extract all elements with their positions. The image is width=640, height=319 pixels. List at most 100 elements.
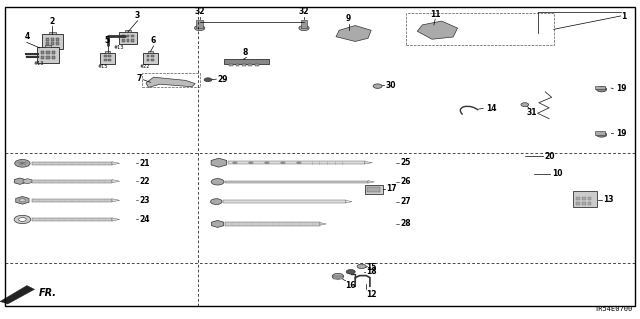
Circle shape — [15, 160, 30, 167]
Polygon shape — [112, 199, 120, 202]
Bar — [143, 53, 157, 63]
Text: 4: 4 — [24, 33, 29, 41]
Text: 10: 10 — [552, 169, 562, 178]
Circle shape — [195, 26, 205, 31]
Text: #22: #22 — [140, 64, 150, 69]
Text: 15: 15 — [366, 263, 376, 272]
Text: #13: #13 — [113, 45, 124, 50]
Circle shape — [596, 132, 607, 137]
Text: 13: 13 — [603, 195, 613, 204]
Bar — [56, 38, 59, 41]
Text: 14: 14 — [486, 104, 497, 113]
Bar — [131, 39, 134, 41]
Circle shape — [211, 199, 222, 204]
Text: 19: 19 — [616, 129, 626, 138]
Text: 29: 29 — [218, 75, 228, 84]
Text: 28: 28 — [400, 219, 411, 228]
Polygon shape — [368, 181, 374, 183]
Bar — [52, 56, 55, 59]
Bar — [119, 32, 137, 44]
Bar — [46, 56, 50, 59]
Bar — [109, 55, 111, 57]
Bar — [41, 51, 44, 54]
Bar — [104, 59, 106, 61]
Text: 2: 2 — [50, 17, 55, 26]
Text: 8: 8 — [243, 48, 248, 57]
Bar — [147, 59, 150, 61]
Bar — [229, 64, 233, 66]
Text: 31: 31 — [526, 108, 536, 117]
Bar — [122, 39, 125, 41]
Bar — [147, 55, 150, 57]
Bar — [100, 53, 115, 63]
Circle shape — [232, 161, 237, 164]
Bar — [224, 59, 269, 64]
Bar — [32, 180, 112, 183]
Text: 25: 25 — [400, 158, 410, 167]
Text: 6: 6 — [151, 36, 156, 45]
Text: #13: #13 — [33, 61, 44, 66]
Bar — [248, 64, 252, 66]
Bar — [573, 191, 597, 207]
Bar — [406, 13, 554, 45]
Bar — [51, 38, 54, 41]
Polygon shape — [0, 286, 35, 304]
Circle shape — [19, 218, 26, 221]
Text: 26: 26 — [400, 177, 410, 186]
Bar — [576, 197, 580, 200]
Bar — [255, 64, 259, 66]
Bar — [42, 34, 63, 48]
Bar — [49, 32, 56, 34]
Bar — [576, 202, 580, 205]
Text: 27: 27 — [400, 197, 411, 206]
Bar — [365, 185, 383, 194]
Bar — [32, 162, 112, 165]
Text: 21: 21 — [140, 159, 150, 168]
Circle shape — [521, 103, 529, 107]
Text: 32: 32 — [299, 7, 309, 16]
Bar — [142, 73, 200, 87]
Text: 12: 12 — [366, 290, 376, 299]
Text: TR54E0700: TR54E0700 — [595, 306, 634, 312]
Text: FR.: FR. — [38, 288, 56, 299]
Text: 18: 18 — [366, 267, 377, 276]
Polygon shape — [417, 21, 458, 39]
Bar — [151, 59, 154, 61]
Bar — [223, 200, 346, 203]
Bar — [56, 42, 59, 45]
Circle shape — [264, 161, 269, 164]
Bar — [127, 35, 129, 37]
Bar — [588, 202, 591, 205]
Bar — [32, 199, 112, 202]
Bar — [46, 42, 49, 45]
Circle shape — [373, 84, 382, 88]
Bar — [582, 202, 586, 205]
Text: 11: 11 — [430, 10, 440, 19]
Bar — [148, 51, 152, 53]
Text: 22: 22 — [140, 177, 150, 186]
Polygon shape — [112, 180, 120, 183]
Bar — [588, 197, 591, 200]
Bar — [125, 30, 131, 32]
Circle shape — [14, 215, 31, 224]
Text: 20: 20 — [544, 152, 554, 161]
Bar — [301, 20, 307, 28]
Bar — [51, 42, 54, 45]
Bar — [46, 38, 49, 41]
Bar — [106, 51, 109, 53]
Text: 7: 7 — [137, 74, 142, 83]
Polygon shape — [365, 161, 372, 164]
Circle shape — [332, 273, 344, 279]
Polygon shape — [146, 77, 195, 87]
Text: 19: 19 — [616, 84, 626, 93]
Circle shape — [296, 161, 301, 164]
Text: 30: 30 — [385, 81, 396, 90]
Bar — [46, 51, 50, 54]
Bar — [127, 39, 129, 41]
Bar — [595, 131, 605, 135]
Bar — [45, 45, 51, 47]
Bar — [225, 222, 320, 226]
Text: 3: 3 — [135, 11, 140, 20]
Bar — [196, 20, 203, 28]
Bar — [151, 55, 154, 57]
